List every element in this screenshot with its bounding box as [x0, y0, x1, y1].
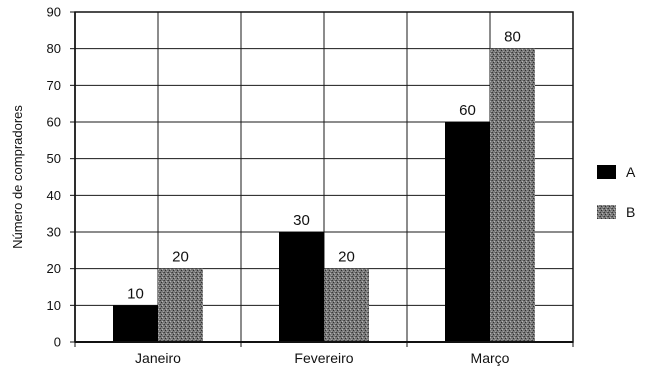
legend: AB: [597, 164, 636, 220]
legend-label-B: B: [626, 204, 635, 220]
bar-A-Março: [445, 122, 490, 342]
data-label-B-Janeiro: 20: [172, 249, 189, 266]
bar-A-Janeiro: [113, 305, 158, 342]
category-label: Março: [471, 350, 510, 366]
bar-B-Março: [490, 48, 535, 343]
y-tick-label: 0: [54, 335, 61, 350]
y-tick-label: 90: [47, 5, 61, 20]
y-tick-label: 50: [47, 151, 61, 166]
bar-B-Fevereiro: [324, 268, 369, 342]
data-label-A-Março: 60: [459, 102, 476, 119]
legend-swatch-B: [597, 205, 616, 219]
y-tick-label: 80: [47, 41, 61, 56]
y-tick-label: 30: [47, 225, 61, 240]
y-axis-title: Número de compradores: [10, 105, 25, 249]
data-label-B-Março: 80: [504, 29, 521, 46]
y-tick-label: 40: [47, 188, 61, 203]
legend-label-A: A: [626, 164, 636, 180]
bar-A-Fevereiro: [279, 232, 324, 342]
category-label: Fevereiro: [294, 350, 353, 366]
bars: [113, 48, 535, 343]
y-tick-label: 60: [47, 115, 61, 130]
plot-frame: [70, 11, 574, 347]
data-label-A-Janeiro: 10: [127, 285, 144, 302]
labels: 0 10 20 30 40 50 60 70 80 90 10 20 Janeiro 30 20 Fevere…: [10, 5, 521, 367]
category-label: Janeiro: [135, 350, 181, 366]
bar-B-Janeiro: [158, 268, 203, 342]
data-label-A-Fevereiro: 30: [293, 212, 310, 229]
y-tick-label: 20: [47, 261, 61, 276]
y-tick-label: 70: [47, 78, 61, 93]
y-tick-label: 10: [47, 298, 61, 313]
legend-swatch-A: [597, 165, 616, 179]
data-label-B-Fevereiro: 20: [338, 249, 355, 266]
